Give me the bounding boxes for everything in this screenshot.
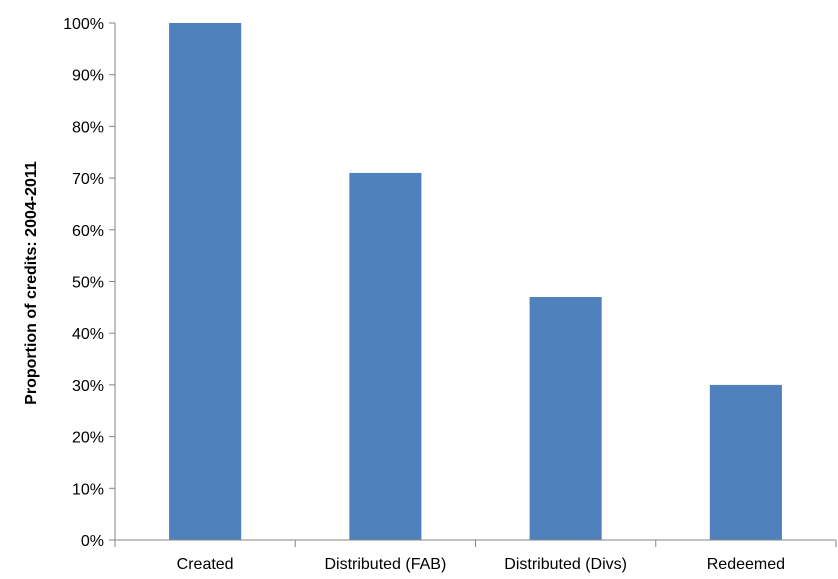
bar xyxy=(169,23,242,540)
y-axis: 0% 10% 20% 30% 40% 50% 60% 70% 80% 90% 100% xyxy=(63,16,116,550)
y-tick-label: 0% xyxy=(81,533,104,550)
x-category-label: Distributed (FAB) xyxy=(324,556,446,573)
bar xyxy=(349,172,422,540)
y-tick-label: 90% xyxy=(72,68,104,85)
y-tick-label: 60% xyxy=(72,223,104,240)
y-tick-label: 10% xyxy=(72,481,104,498)
bars xyxy=(169,23,782,540)
bar xyxy=(709,384,782,540)
x-category-label: Distributed (Divs) xyxy=(504,556,627,573)
y-tick-label: 40% xyxy=(72,326,104,343)
x-category-label: Created xyxy=(177,556,234,573)
y-axis-title: Proportion of credits: 2004-2011 xyxy=(23,161,40,405)
y-tick-label: 80% xyxy=(72,119,104,136)
y-tick-label: 70% xyxy=(72,171,104,188)
y-tick-label: 30% xyxy=(72,378,104,395)
x-category-label: Redeemed xyxy=(707,556,785,573)
y-tick-label: 100% xyxy=(63,16,104,33)
x-axis: Created Distributed (FAB) Distributed (Div… xyxy=(114,539,837,573)
bar xyxy=(529,297,602,540)
y-tick-label: 20% xyxy=(72,430,104,447)
y-tick-label: 50% xyxy=(72,275,104,292)
